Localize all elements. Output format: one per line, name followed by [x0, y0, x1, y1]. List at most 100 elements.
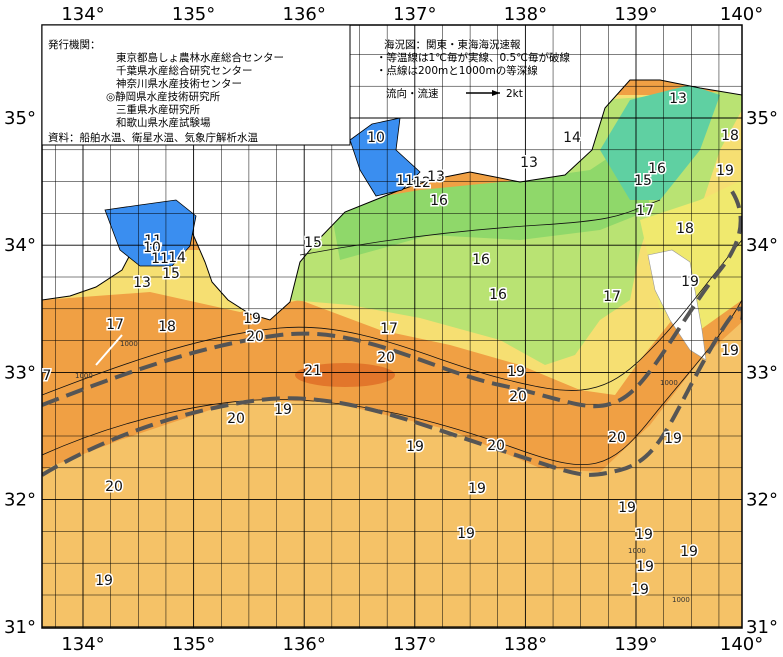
isotherm-label: 17: [603, 289, 621, 305]
isotherm-label: 17: [636, 203, 654, 219]
isotherm-label: 19: [618, 500, 636, 516]
lat-label: 35°: [4, 108, 36, 129]
lat-label: 34°: [746, 235, 778, 256]
lon-label: 137°: [393, 634, 436, 655]
isotherm-label: 19: [406, 439, 424, 455]
info-text: 東京都島しょ農林水産総合センター: [116, 51, 284, 64]
isotherm-label: 20: [487, 438, 505, 454]
lon-label: 136°: [283, 4, 326, 25]
labels: 134° 134° 135° 135° 136° 136° 137° 137° 138° 138°…: [4, 4, 778, 655]
lat-label: 31°: [746, 617, 778, 638]
isotherm-label: 20: [227, 411, 245, 427]
isotherm-label: 19: [681, 274, 699, 290]
bay-ise: [349, 117, 421, 197]
depth-label: 1000: [672, 596, 690, 604]
lat-label: 32°: [4, 490, 36, 511]
isotherm-label: 13: [133, 275, 151, 291]
lon-label: 136°: [283, 634, 326, 655]
info-text: 神奈川県水産技術センター: [116, 77, 242, 90]
isotherm-label: 18: [721, 128, 739, 144]
current-arrow: [95, 334, 123, 366]
isotherm: [42, 239, 742, 396]
isotherm-label: 16: [472, 252, 490, 268]
lon-label: 139°: [614, 4, 657, 25]
info-text: 海況図：関東・東海海況速報: [384, 38, 521, 51]
isotherm-label: 15: [634, 173, 652, 189]
isotherm-label: 21: [304, 363, 322, 379]
isotherm-label: 13: [520, 155, 538, 171]
isotherm-label: 10: [367, 130, 385, 146]
isotherm: [42, 299, 742, 466]
lat-label: 31°: [4, 617, 36, 638]
isotherm: [299, 199, 661, 256]
lon-label: 135°: [172, 4, 215, 25]
lat-label: 32°: [746, 490, 778, 511]
isotherm-label: 16: [489, 287, 507, 303]
isotherm-label: 19: [274, 402, 292, 418]
isotherm-label: 20: [608, 430, 626, 446]
info-text: 和歌山県水産試験場: [116, 116, 211, 129]
lon-label: 140°: [720, 4, 763, 25]
isotherm-label: 15: [162, 266, 180, 282]
info-text: ・点線は200mと1000mの等深線: [376, 64, 538, 77]
isotherm-label: 19: [95, 573, 113, 589]
legend-speed: 2kt: [506, 88, 523, 100]
isotherm-label: 19: [636, 559, 654, 575]
isotherm-label: 20: [105, 479, 123, 495]
isotherm-label: 13: [669, 91, 687, 107]
isotherm-label: 16: [648, 161, 666, 177]
info-text: 三重県水産研究所: [116, 103, 200, 116]
map-area: [42, 25, 742, 628]
lon-label: 140°: [720, 634, 763, 655]
kuroshio-axis: [42, 183, 742, 409]
legend-arrow-head: [492, 90, 500, 96]
lat-label: 35°: [746, 108, 778, 129]
isotherm-label: 11: [396, 173, 414, 189]
depth-label: 1000: [75, 372, 93, 380]
isotherm-label: 16: [430, 193, 448, 209]
info-text: ◎静岡県水産技術研究所: [106, 90, 221, 103]
isotherm-label: 17: [106, 317, 124, 333]
lon-label: 134°: [61, 4, 104, 25]
isotherm-label: 14: [563, 130, 581, 146]
info-text: 資料：船舶水温、衛星水温、気象庁解析水温: [48, 131, 258, 144]
isotherm-label: 20: [246, 329, 264, 345]
isotherm-label: 11: [144, 233, 162, 249]
info-text: 発行機関：: [48, 38, 101, 51]
depth-label: 1000: [660, 379, 678, 387]
isotherm-label: 7: [43, 368, 52, 384]
sea-south: [42, 322, 742, 628]
isotherm-label: 19: [680, 544, 698, 560]
depth-label: 1000: [120, 340, 138, 348]
isotherm-label: 19: [635, 527, 653, 543]
lat-label: 33°: [746, 362, 778, 383]
lon-label: 135°: [172, 634, 215, 655]
isotherm-label: 12: [413, 175, 431, 191]
bay-osaka: [104, 199, 197, 267]
lon-label: 138°: [504, 4, 547, 25]
sea-teal: [600, 85, 720, 200]
isotherm-label: 20: [509, 389, 527, 405]
isotherm-label: 11: [151, 251, 169, 267]
info-text: 千葉県水産総合研究センター: [116, 64, 253, 77]
isotherm-label: 19: [468, 481, 486, 497]
info-text: ・等温線は1℃毎が実線、0.5℃毎が破線: [376, 51, 570, 64]
lat-label: 33°: [4, 362, 36, 383]
lon-label: 137°: [393, 4, 436, 25]
isotherm-label: 10: [143, 240, 161, 256]
depth-label: 1000: [628, 547, 646, 555]
info-box: 発行機関： 東京都島しょ農林水産総合センター千葉県水産総合研究センター神奈川県水産…: [41, 24, 570, 146]
isotherm-label: 17: [380, 321, 398, 337]
isotherm-label: 19: [457, 526, 475, 542]
isotherm-label: 18: [676, 221, 694, 237]
isotherm-label: 13: [427, 169, 445, 185]
kuroshio-axis: [42, 306, 742, 477]
sea-core: [295, 363, 395, 387]
lat-label: 34°: [4, 235, 36, 256]
lon-label: 139°: [614, 634, 657, 655]
isotherm-label: 19: [631, 582, 649, 598]
info-box-left: [41, 24, 351, 146]
isotherm-label: 19: [243, 311, 261, 327]
isotherm-label: 19: [721, 343, 739, 359]
